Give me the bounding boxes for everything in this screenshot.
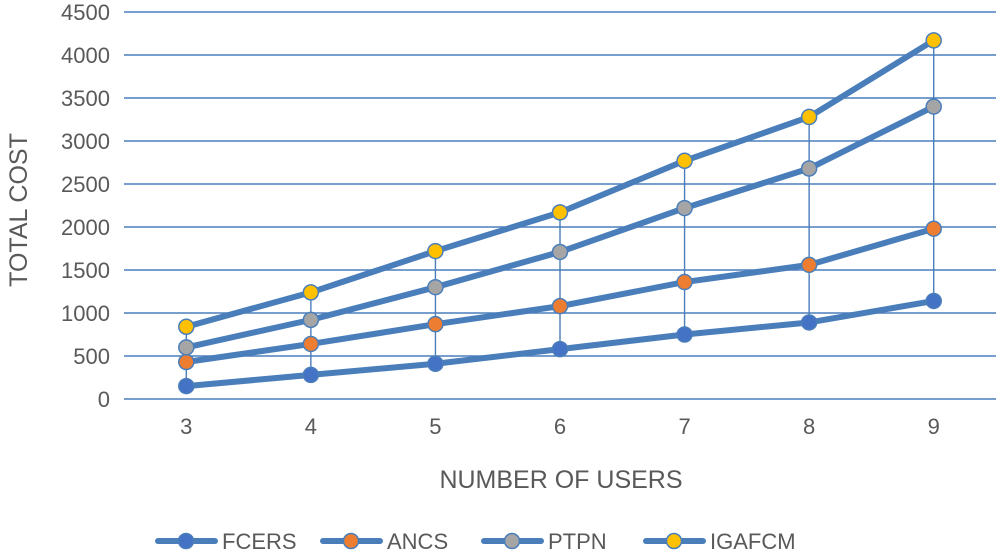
data-point-fcers — [427, 355, 444, 372]
y-axis-title: TOTAL COST — [5, 133, 33, 287]
y-tick-label: 4500 — [61, 0, 110, 25]
y-tick-label: 3000 — [61, 129, 110, 154]
x-axis-title: NUMBER OF USERS — [439, 466, 682, 494]
data-point-ancs — [302, 335, 320, 353]
x-tick-label: 5 — [429, 414, 441, 439]
data-point-fcers — [302, 366, 320, 384]
x-tick-label: 6 — [554, 414, 566, 439]
data-point-fcers — [800, 314, 818, 331]
y-axis-tick-labels: 0 500 1000 1500 2000 2500 3000 3500 4000 4500 — [61, 0, 110, 412]
data-point-igafcm — [427, 242, 444, 260]
legend-label-ancs: ANCS — [387, 529, 448, 554]
y-tick-label: 1500 — [61, 258, 110, 283]
data-point-ancs — [925, 220, 942, 237]
data-point-ancs — [676, 273, 693, 291]
data-point-fcers — [178, 377, 195, 395]
legend-label-igafcm: IGAFCM — [710, 529, 796, 554]
data-point-igafcm — [676, 152, 693, 170]
data-point-fcers — [551, 340, 569, 358]
data-point-igafcm — [551, 204, 569, 221]
series-markers — [178, 32, 942, 395]
data-point-ancs — [427, 315, 444, 333]
legend-label-fcers: FCERS — [222, 529, 297, 554]
data-point-ptpn — [800, 160, 818, 177]
y-tick-label: 2500 — [61, 172, 110, 197]
y-tick-label: 4000 — [61, 43, 110, 68]
data-point-fcers — [925, 292, 942, 310]
data-point-igafcm — [178, 318, 195, 336]
x-tick-label: 4 — [305, 414, 317, 439]
legend-label-ptpn: PTPN — [548, 529, 607, 554]
data-point-ptpn — [676, 199, 693, 217]
y-tick-label: 2000 — [61, 215, 110, 240]
legend: FCERS ANCS PTPN IGAFCM — [155, 529, 796, 554]
data-point-ptpn — [551, 243, 569, 261]
legend-marker-ancs — [342, 532, 360, 550]
x-tick-label: 7 — [678, 414, 690, 439]
data-point-igafcm — [800, 108, 818, 126]
data-point-ptpn — [427, 278, 444, 296]
x-axis-tick-labels: 3 4 5 6 7 8 9 — [180, 414, 940, 439]
x-tick-label: 9 — [928, 414, 940, 439]
legend-marker-fcers — [177, 532, 195, 550]
legend-marker-ptpn — [503, 532, 521, 550]
y-tick-label: 3500 — [61, 86, 110, 111]
y-tick-label: 1000 — [61, 301, 110, 326]
data-point-fcers — [676, 326, 693, 343]
y-tick-label: 0 — [98, 387, 110, 412]
data-point-igafcm — [925, 32, 942, 49]
data-point-ptpn — [302, 311, 320, 329]
legend-marker-igafcm — [665, 532, 683, 550]
data-point-ptpn — [178, 339, 195, 356]
data-point-ancs — [800, 256, 818, 274]
data-point-ancs — [178, 353, 195, 371]
data-point-ptpn — [925, 98, 942, 115]
x-tick-label: 3 — [180, 414, 192, 439]
data-point-igafcm — [302, 284, 320, 301]
data-point-ancs — [551, 297, 569, 315]
x-tick-label: 8 — [803, 414, 815, 439]
drop-lines — [185, 40, 935, 387]
y-tick-label: 500 — [73, 344, 110, 369]
